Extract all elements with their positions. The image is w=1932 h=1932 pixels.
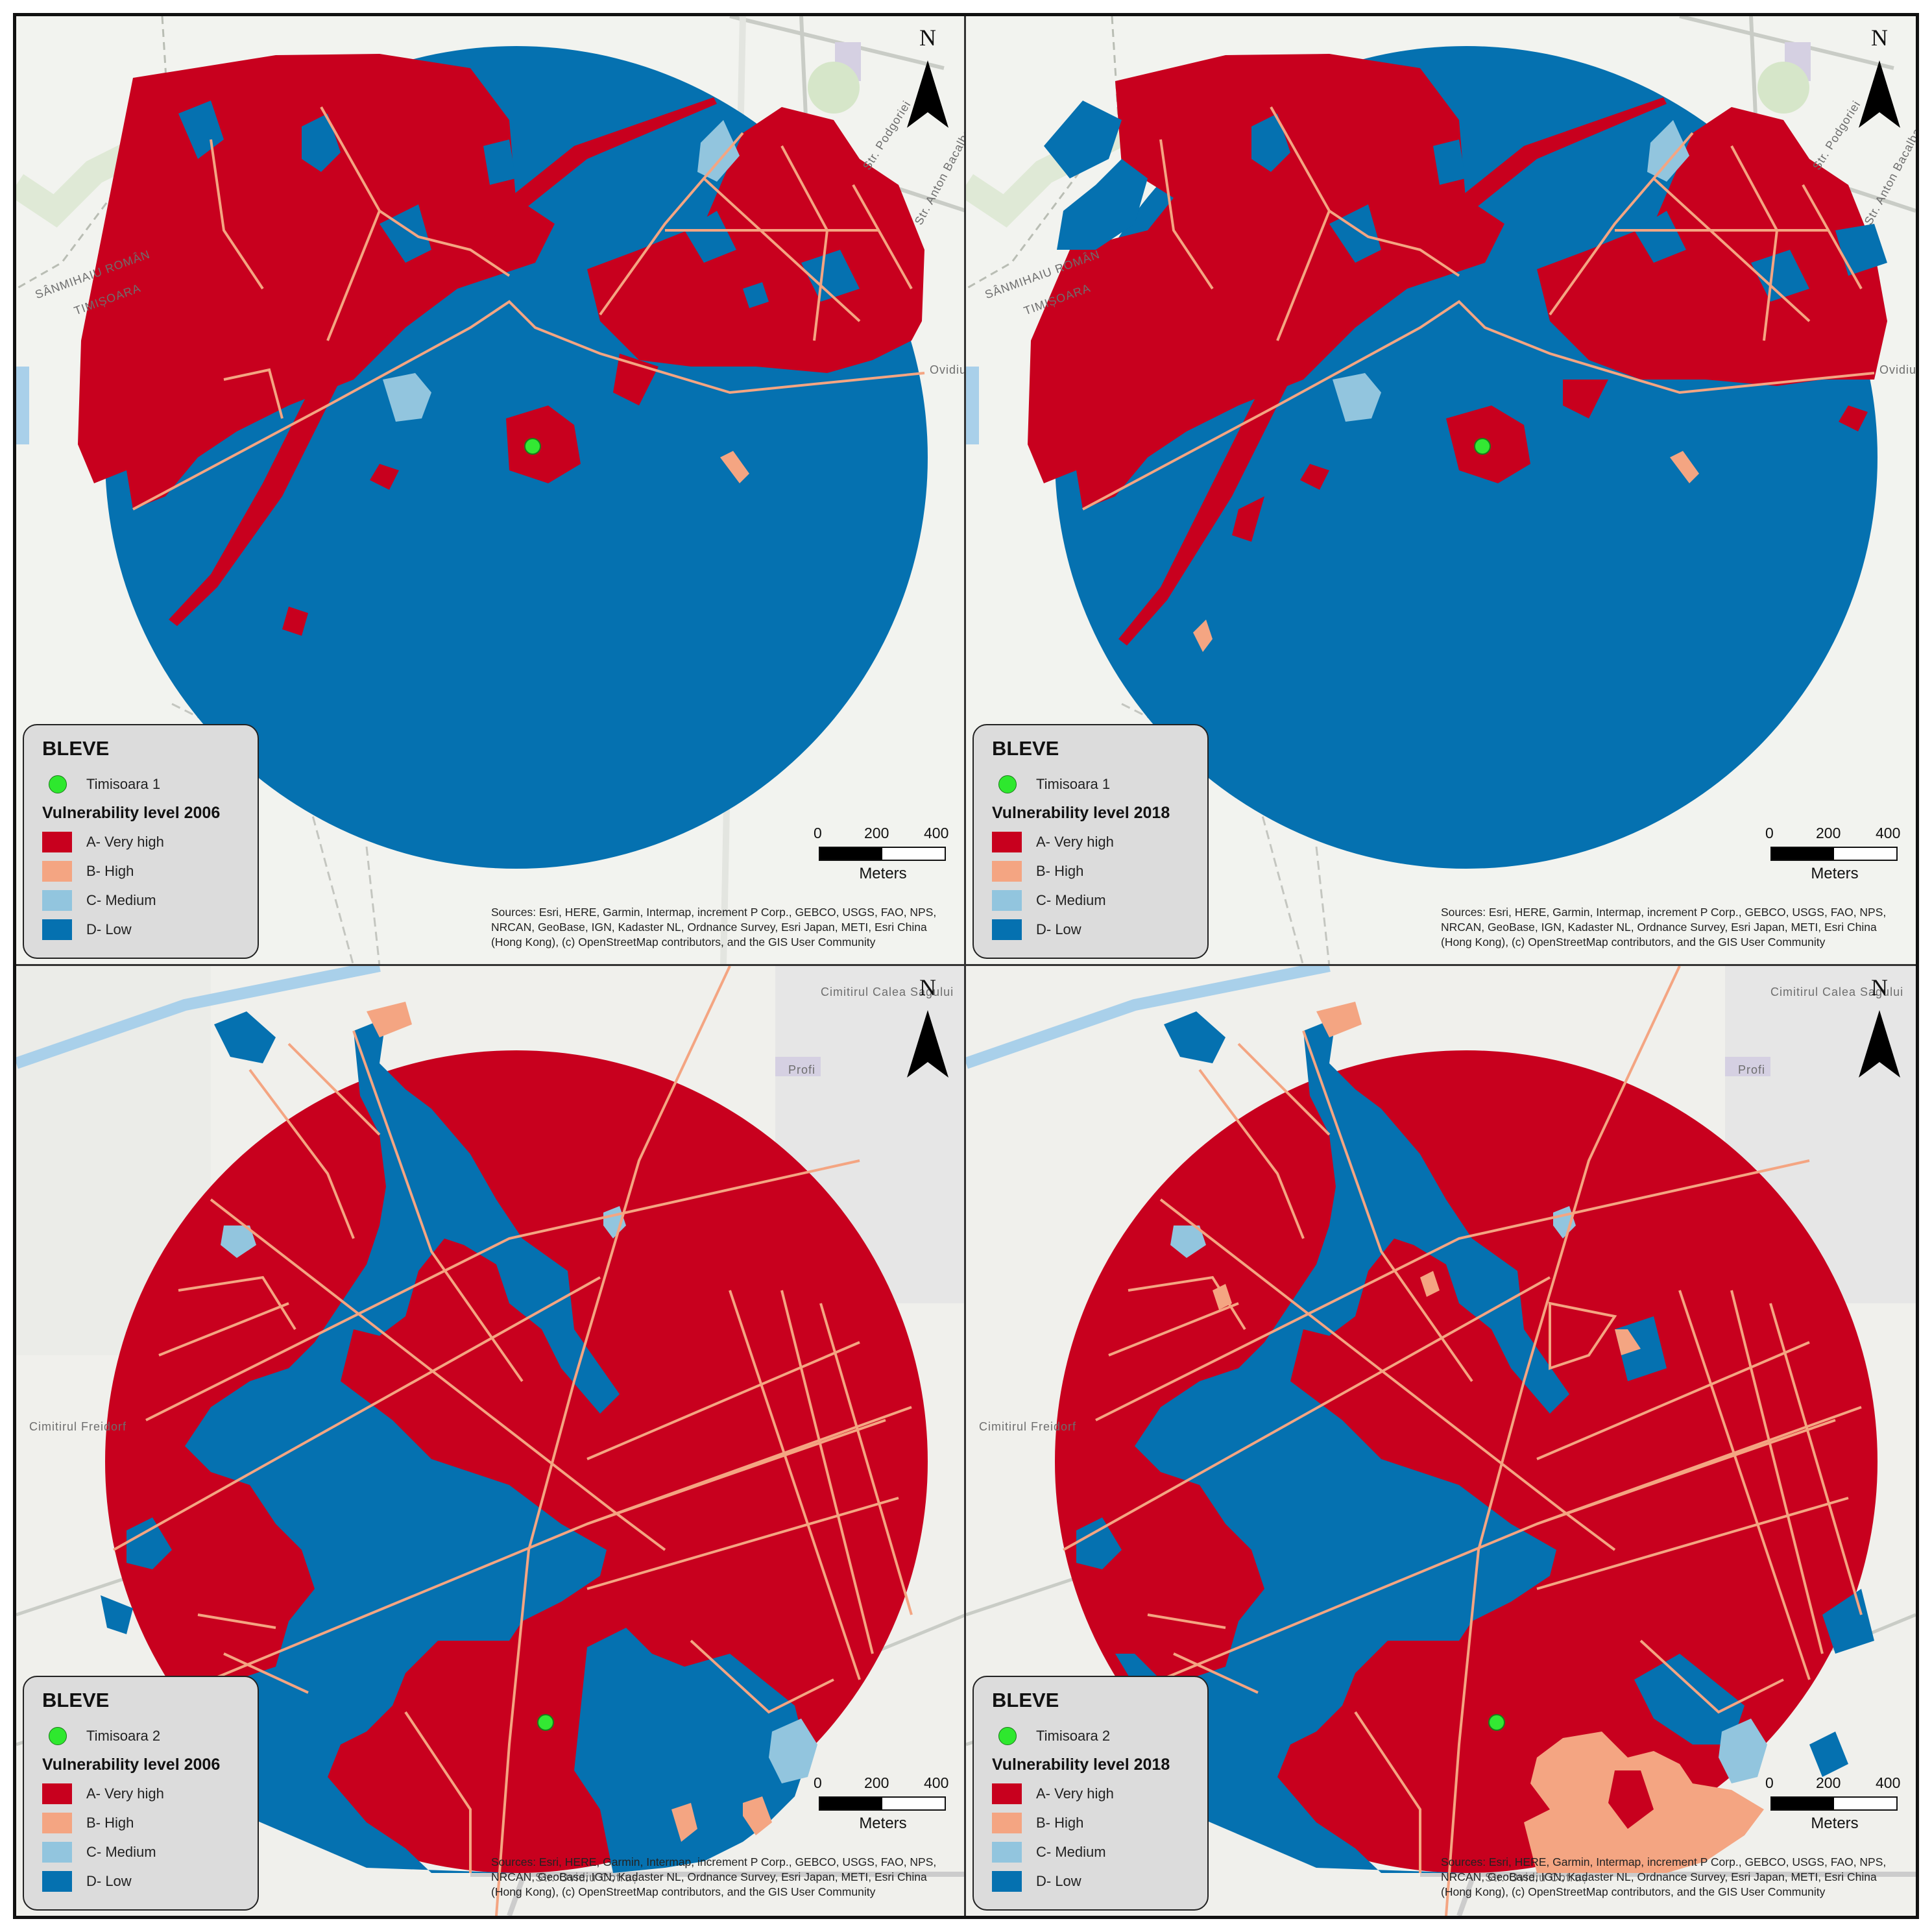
north-arrow-icon	[1859, 1010, 1900, 1078]
north-arrow-icon	[1859, 60, 1900, 128]
legend-level-title: Vulnerability level 2006	[42, 1755, 221, 1774]
street-label: Profi	[788, 1063, 816, 1076]
scale-bar-graphic	[1770, 847, 1898, 861]
scale-ticks: 0 200 400	[814, 825, 949, 841]
scale-bar-graphic	[819, 1796, 946, 1811]
north-letter: N	[919, 25, 936, 51]
legend-item-high: B- High	[992, 856, 1189, 886]
legend-item-high: B- High	[42, 1808, 239, 1837]
legend: BLEVE Timisoara 2 Vulnerability level 20…	[972, 1676, 1209, 1911]
scale-bar: 0 200 400 Meters	[1765, 1774, 1904, 1839]
legend-item-very-high: A- Very high	[992, 1779, 1189, 1808]
basemap-and-zones	[966, 16, 1916, 964]
legend-site: Timisoara 1	[992, 769, 1189, 799]
north-arrow: N	[903, 974, 952, 1078]
zone-medium	[1333, 120, 1689, 422]
north-letter: N	[919, 974, 936, 1000]
site-marker-icon	[49, 1726, 67, 1745]
site-marker-icon	[998, 1726, 1017, 1745]
scale-bar: 0 200 400 Meters	[814, 825, 952, 889]
legend-item-very-high: A- Very high	[42, 1779, 239, 1808]
attribution-text: Sources: Esri, HERE, Garmin, Intermap, i…	[1441, 1855, 1887, 1898]
legend-title: BLEVE	[992, 737, 1059, 760]
legend-level-title: Vulnerability level 2018	[992, 1755, 1170, 1774]
legend-site: Timisoara 2	[992, 1721, 1189, 1750]
basemap-and-zones	[16, 966, 964, 1916]
zone-high	[720, 451, 749, 483]
scale-bar: 0 200 400 Meters	[1765, 825, 1904, 889]
legend-item-high: B- High	[992, 1808, 1189, 1837]
legend-item-very-high: A- Very high	[42, 827, 239, 856]
site-marker	[1474, 438, 1491, 455]
legend-item-low: D- Low	[42, 915, 239, 944]
legend-item-medium: C- Medium	[42, 886, 239, 915]
scale-unit: Meters	[859, 1815, 907, 1832]
scale-ticks: 0 200 400	[1765, 1774, 1901, 1791]
legend-item-medium: C- Medium	[42, 1837, 239, 1866]
legend-item-high: B- High	[42, 856, 239, 886]
street-label: Ovidiu	[930, 363, 966, 376]
north-arrow-icon	[907, 60, 948, 128]
legend-title: BLEVE	[992, 1689, 1059, 1711]
north-letter: N	[1871, 25, 1888, 51]
scale-bar-graphic	[1770, 1796, 1898, 1811]
legend-title: BLEVE	[42, 737, 110, 760]
site-marker	[1488, 1714, 1505, 1731]
legend-item-low: D- Low	[992, 915, 1189, 944]
map-panel-timisoara2-2006: Str. Ovidiu Cotruș Cimitirul Calea Sagul…	[16, 966, 966, 1916]
map-panel-timisoara2-2018: Str. Ovidiu Cotruș Cimitirul Calea Sagul…	[966, 966, 1916, 1916]
north-arrow: N	[1855, 974, 1904, 1078]
site-marker-icon	[998, 775, 1017, 793]
street-label: Cimitirul Calea Sagului	[821, 985, 954, 998]
legend-title: BLEVE	[42, 1689, 110, 1711]
attribution-text: Sources: Esri, HERE, Garmin, Intermap, i…	[491, 1855, 937, 1898]
legend-site: Timisoara 1	[42, 769, 239, 799]
street-label: Cimitirul Freidorf	[979, 1420, 1077, 1433]
street-label: Cimitirul Freidorf	[29, 1420, 127, 1433]
site-marker	[537, 1714, 554, 1731]
map-panel-timisoara1-2006: SÂNMIHAIU ROMÂN TIMIȘOARA Str. Podgoriei…	[16, 16, 966, 966]
legend-level-title: Vulnerability level 2006	[42, 803, 221, 822]
street-label: Str. Ovidiu Cotruș	[535, 1871, 639, 1884]
north-arrow: N	[1855, 24, 1904, 128]
legend-item-medium: C- Medium	[992, 886, 1189, 915]
north-letter: N	[1871, 974, 1888, 1000]
zone-very-high-in-high	[1608, 1770, 1654, 1829]
scale-ticks: 0 200 400	[1765, 825, 1901, 841]
map-panel-timisoara1-2018: SÂNMIHAIU ROMÂN TIMIȘOARA Str. Podgoriei…	[966, 16, 1916, 966]
site-marker	[524, 438, 541, 455]
scale-bar-graphic	[819, 847, 946, 861]
street-label: Str. Ovidiu Cotruș	[1485, 1871, 1589, 1884]
zone-high	[1193, 451, 1699, 652]
legend-site: Timisoara 2	[42, 1721, 239, 1750]
legend-item-very-high: A- Very high	[992, 827, 1189, 856]
street-label: Ovidiu	[1879, 363, 1916, 376]
scale-unit: Meters	[859, 865, 907, 882]
map-figure: SÂNMIHAIU ROMÂN TIMIȘOARA Str. Podgoriei…	[13, 13, 1919, 1919]
scale-unit: Meters	[1811, 1815, 1859, 1832]
legend: BLEVE Timisoara 1 Vulnerability level 20…	[23, 724, 259, 959]
legend-level-title: Vulnerability level 2018	[992, 803, 1170, 822]
legend: BLEVE Timisoara 1 Vulnerability level 20…	[972, 724, 1209, 959]
north-arrow: N	[903, 24, 952, 128]
north-arrow-icon	[907, 1010, 948, 1078]
zone-very-high	[1028, 54, 1887, 646]
scale-ticks: 0 200 400	[814, 1774, 949, 1791]
legend: BLEVE Timisoara 2 Vulnerability level 20…	[23, 1676, 259, 1911]
zone-medium	[221, 1206, 817, 1783]
site-marker-icon	[49, 775, 67, 793]
street-label: Cimitirul Calea Sagului	[1770, 985, 1904, 998]
zone-high	[367, 1002, 772, 1842]
legend-item-medium: C- Medium	[992, 1837, 1189, 1866]
scale-bar: 0 200 400 Meters	[814, 1774, 952, 1839]
attribution-text: Sources: Esri, HERE, Garmin, Intermap, i…	[491, 906, 937, 948]
zone-medium	[383, 120, 740, 422]
attribution-text: Sources: Esri, HERE, Garmin, Intermap, i…	[1441, 906, 1887, 948]
scale-unit: Meters	[1811, 865, 1859, 882]
legend-item-low: D- Low	[42, 1866, 239, 1896]
legend-item-low: D- Low	[992, 1866, 1189, 1896]
street-label: Profi	[1738, 1063, 1766, 1076]
